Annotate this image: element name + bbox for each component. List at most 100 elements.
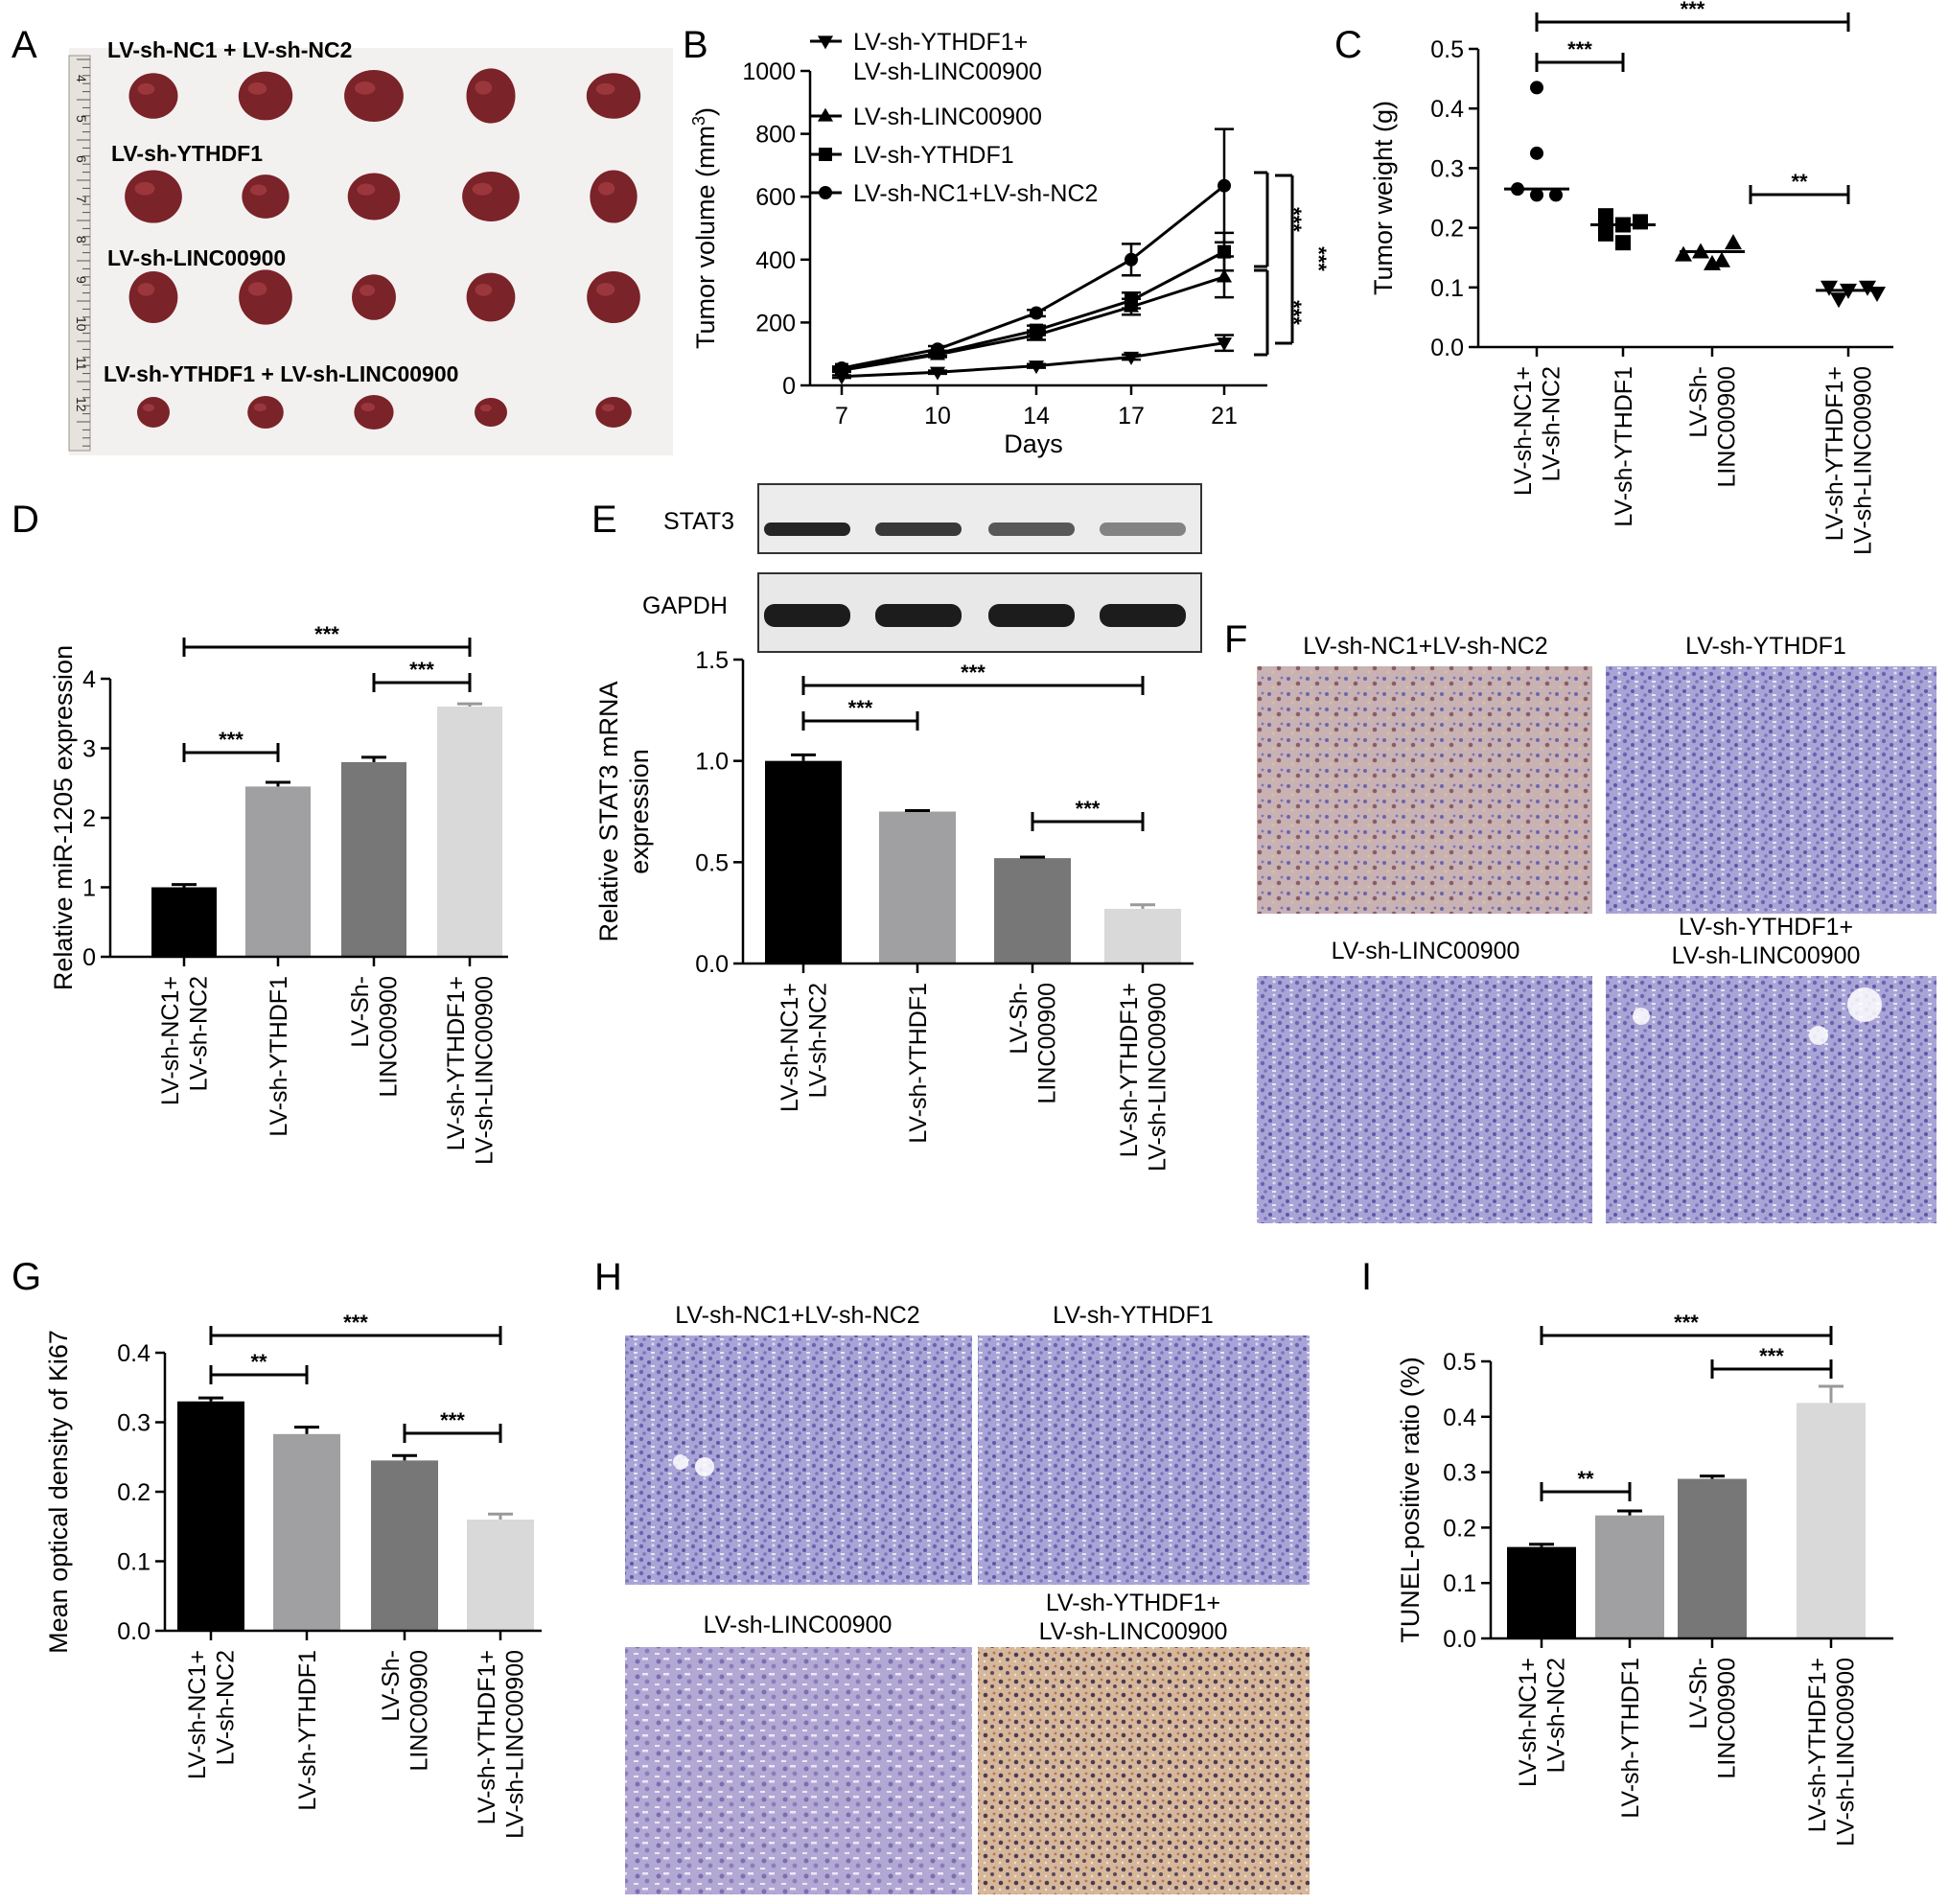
bar — [765, 760, 842, 964]
bar — [371, 1460, 438, 1631]
histology-h-image-3 — [625, 1647, 972, 1894]
tumor-highlight — [360, 403, 376, 412]
y-tick-label: 800 — [755, 122, 796, 149]
data-point-triangle-up — [1675, 245, 1692, 262]
y-axis-label: Relative miR-1205 expression — [49, 645, 78, 990]
x-category-label: LV-sh-YTHDF1+LV-sh-LINC00900 — [1804, 1658, 1860, 1846]
x-category-label-line: LV-sh-NC1+ — [1515, 1658, 1542, 1787]
data-point-square — [1125, 293, 1138, 308]
histology-h-title-2: LV-sh-YTHDF1 — [1053, 1302, 1214, 1329]
blot-band-stat3 — [988, 522, 1075, 536]
x-category-label-line: LV-sh-LINC00900 — [1145, 983, 1171, 1172]
y-tick-label: 0.0 — [695, 951, 729, 978]
histology-f-vacuole — [1847, 987, 1882, 1022]
blot-bands — [764, 522, 1186, 627]
blot-label-gapdh: GAPDH — [642, 592, 728, 619]
x-category-label-line: LV-sh-NC1+ — [1510, 366, 1537, 496]
tumor-sample — [587, 271, 640, 323]
bar — [151, 887, 217, 957]
histology-f-vacuole — [1633, 1008, 1650, 1025]
ruler-ticks — [77, 58, 90, 447]
histology-h-title-4a: LV-sh-YTHDF1+ — [1046, 1590, 1220, 1616]
x-category-label-line: LV-sh-NC2 — [186, 976, 213, 1091]
histology-f-image-3 — [1257, 976, 1592, 1223]
y-tick-label: 0.4 — [1443, 1405, 1476, 1431]
y-tick-label: 0.5 — [1443, 1349, 1476, 1376]
data-point-square — [1030, 323, 1043, 337]
mir1205-bar-chart: 0 1 2 3 4 LV-sh-NC1+LV-sh-NC2 LV-sh-YTHDF1 LV-S… — [49, 622, 508, 1165]
tumor-sample — [354, 394, 394, 430]
tumor-highlight — [134, 181, 155, 196]
y-tick-label: 1 — [82, 875, 96, 902]
data-point-circle — [1530, 146, 1543, 160]
histology-panel-h: LV-sh-NC1+LV-sh-NC2 LV-sh-YTHDF1 LV-sh-L… — [625, 1302, 1310, 1894]
significance-label: *** — [1076, 797, 1101, 821]
significance-label: *** — [343, 1311, 368, 1335]
x-category-label-line: LINC00900 — [376, 976, 403, 1097]
data-point-triangle-down — [1028, 360, 1045, 375]
y-tick-label: 0.1 — [1430, 275, 1464, 302]
stat3-mrna-bar-chart: 0.0 0.5 1.0 1.5 LV-sh-NC1+LV-sh-NC2 LV-sh-YTH… — [594, 647, 1194, 1172]
x-category-label-line: LV-sh-LINC00900 — [1850, 366, 1877, 555]
x-category-label-line: LV-sh-YTHDF1+ — [1116, 983, 1143, 1157]
significance-label: *** — [848, 696, 873, 720]
ruler-number: 11 — [74, 357, 89, 371]
x-category-label: LV-sh-YTHDF1+LV-sh-LINC00900 — [1116, 983, 1171, 1172]
tumor-sample — [347, 173, 401, 221]
data-point-circle — [1218, 178, 1231, 193]
histology-f-title-4a: LV-sh-YTHDF1+ — [1679, 914, 1853, 940]
y-tick-label: 0.5 — [695, 849, 729, 876]
x-category-label-line: LV-sh-NC2 — [805, 983, 832, 1098]
blot-band-stat3 — [875, 522, 962, 536]
bar — [245, 786, 311, 957]
x-category-label: LV-sh-YTHDF1+LV-sh-LINC00900 — [1821, 366, 1877, 555]
x-category-label: LV-sh-NC1+LV-sh-NC2 — [184, 1650, 240, 1779]
y-axis-label: Relative STAT3 mRNA — [594, 681, 623, 941]
panel-letter-h: H — [594, 1256, 622, 1298]
tumor-sample — [595, 397, 632, 428]
tunel-bar-chart: 0.00.10.20.30.40.5LV-sh-NC1+LV-sh-NC2 LV-… — [1396, 1311, 1893, 1846]
panel-letter-b: B — [683, 24, 708, 66]
tumor-sample — [238, 71, 293, 121]
ki67-bar-chart: 0.00.10.20.30.4LV-sh-NC1+LV-sh-NC2 LV-sh-… — [44, 1311, 542, 1839]
significance-label: *** — [1674, 1311, 1699, 1335]
tumor-highlight — [475, 284, 493, 296]
data-point-square — [1633, 214, 1648, 230]
x-category-label-line: LINC00900 — [1034, 983, 1061, 1103]
legend-label: LV-sh-YTHDF1+ — [853, 29, 1028, 56]
y-tick-label: 0.4 — [1430, 96, 1464, 123]
x-category-label: LV-sh-YTHDF1 — [905, 983, 932, 1144]
x-tick-label: 17 — [1118, 403, 1145, 430]
x-category-label: LV-sh-NC1+LV-sh-NC2 — [157, 976, 213, 1105]
data-point-triangle-up — [1713, 251, 1730, 267]
ruler-number: 7 — [74, 196, 89, 203]
y-axis-label-end: ) — [691, 107, 720, 116]
y-tick-label: 4 — [82, 666, 96, 693]
significance-label: *** — [961, 661, 986, 685]
tumor-sample — [475, 398, 507, 427]
significance-label: *** — [1307, 246, 1331, 271]
significance-label: ** — [1577, 1467, 1594, 1491]
y-tick-label: 0.0 — [1443, 1626, 1476, 1653]
x-category-label: LV-sh-YTHDF1 — [1611, 366, 1637, 527]
y-tick-label: 0.0 — [117, 1618, 151, 1645]
tumor-sample — [590, 170, 638, 223]
panel-letter-i: I — [1361, 1256, 1372, 1298]
blot-stat3-frame — [757, 483, 1202, 554]
tumor-highlight — [357, 183, 376, 196]
tumor-sample — [462, 172, 520, 221]
x-category-label-line: LV-sh-NC2 — [1539, 366, 1565, 481]
histology-h-title-3: LV-sh-LINC00900 — [704, 1612, 893, 1638]
histology-f-vacuole — [1809, 1026, 1828, 1045]
x-category-label-line: LV-sh-LINC00900 — [502, 1650, 529, 1839]
blot-band-gapdh — [764, 604, 850, 627]
panel-letter-d: D — [12, 499, 39, 541]
ruler-number: 9 — [74, 276, 89, 284]
tumor-sample — [128, 271, 178, 323]
significance-label: *** — [440, 1408, 465, 1432]
bar — [273, 1433, 340, 1631]
histology-h-image-2 — [978, 1335, 1310, 1585]
data-point-square — [1598, 225, 1613, 242]
y-tick-label: 200 — [755, 310, 796, 337]
panel-letter-g: G — [12, 1256, 41, 1298]
